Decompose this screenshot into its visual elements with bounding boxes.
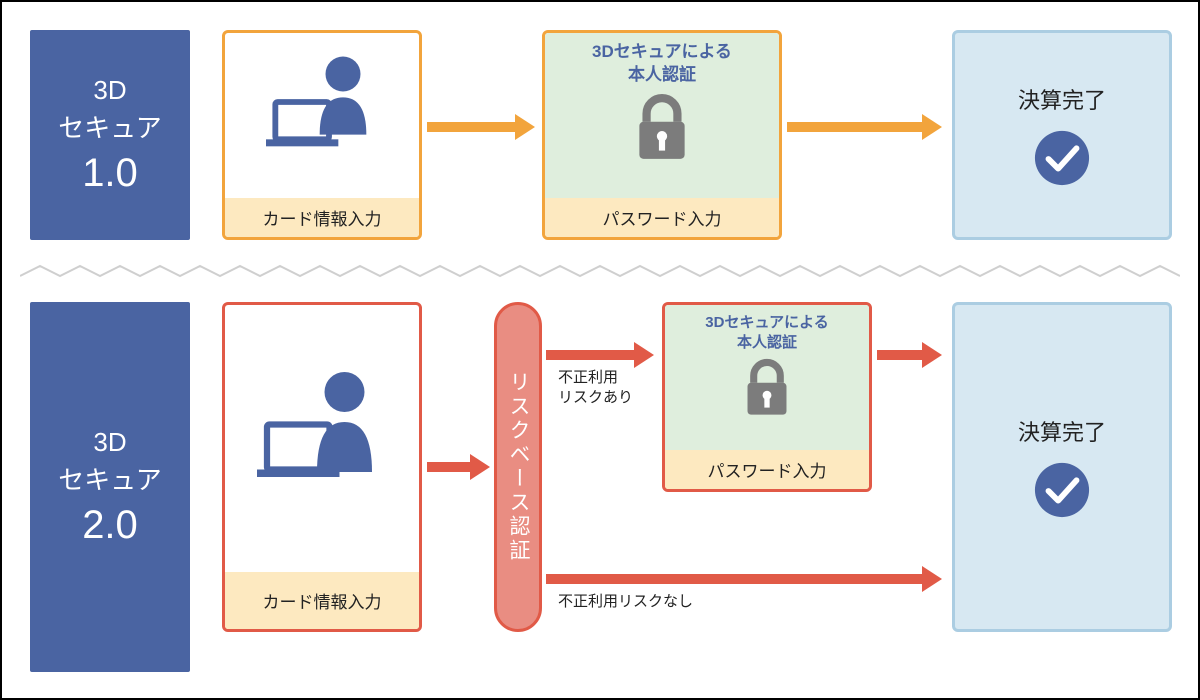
user-laptop-icon	[252, 39, 392, 179]
version-line1: 3D	[93, 427, 126, 458]
auth-title-l1: 3Dセキュアによる	[705, 314, 828, 331]
user-laptop-icon	[247, 317, 397, 517]
checkmark-icon	[1033, 461, 1091, 519]
lock-icon	[631, 93, 693, 165]
branch-bottom-label: 不正利用リスクなし	[558, 592, 693, 612]
lock-icon	[740, 358, 794, 420]
version-badge-2: 3D セキュア 2.0	[30, 302, 190, 672]
zigzag-divider	[20, 264, 1180, 278]
checkmark-icon	[1033, 129, 1091, 187]
done-label: 決算完了	[1018, 83, 1106, 115]
card-input-box-2: カード情報入力	[222, 302, 422, 632]
auth-footer-label: パスワード入力	[665, 450, 869, 489]
version-line3: 2.0	[82, 503, 138, 548]
auth-box-2: 3Dセキュアによる 本人認証 パスワード入力	[662, 302, 872, 492]
done-box-1: 決算完了	[952, 30, 1172, 240]
arrow-2c	[877, 350, 942, 360]
arrow-2b-top	[546, 350, 654, 360]
branch-top-label: 不正利用 リスクあり	[558, 368, 633, 407]
version-line3: 1.0	[82, 151, 138, 196]
arrow-1a	[427, 122, 535, 132]
auth-footer-label: パスワード入力	[545, 198, 779, 237]
done-label: 決算完了	[1018, 415, 1106, 447]
flow-row-2: 3D セキュア 2.0 カード情報入力 リスクベース認証 不正利用 リスクあり	[2, 302, 1198, 672]
auth-title-l1: 3Dセキュアによる	[592, 42, 732, 61]
card-input-label: カード情報入力	[225, 198, 419, 237]
done-box-2: 決算完了	[952, 302, 1172, 632]
version-line1: 3D	[93, 75, 126, 106]
arrow-1b	[787, 122, 942, 132]
auth-title-l2: 本人認証	[628, 65, 696, 84]
auth-title-l2: 本人認証	[737, 334, 797, 351]
version-line2: セキュア	[58, 460, 161, 497]
version-badge-1: 3D セキュア 1.0	[30, 30, 190, 240]
card-input-label: カード情報入力	[225, 572, 419, 629]
arrow-2b-bottom	[546, 574, 942, 584]
auth-box-1: 3Dセキュアによる 本人認証 パスワード入力	[542, 30, 782, 240]
risk-based-auth-pill: リスクベース認証	[494, 302, 542, 632]
version-line2: セキュア	[58, 108, 161, 145]
card-input-box-1: カード情報入力	[222, 30, 422, 240]
arrow-2a	[427, 462, 490, 472]
risk-label: リスクベース認証	[503, 371, 533, 563]
flow-row-1: 3D セキュア 1.0 カード情報入力 3Dセキュアによる 本人認証	[2, 30, 1198, 240]
